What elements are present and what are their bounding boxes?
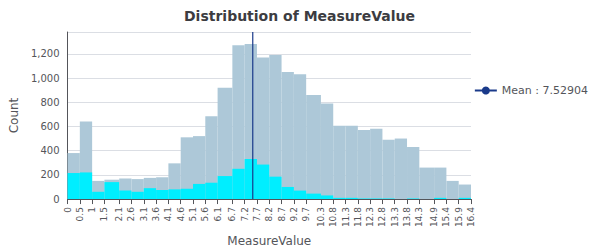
svg-text:5.6: 5.6 [200, 207, 210, 222]
svg-text:9.7: 9.7 [301, 207, 311, 221]
svg-text:13.8: 13.8 [402, 207, 412, 227]
svg-text:800: 800 [40, 97, 59, 108]
svg-text:3.1: 3.1 [139, 207, 149, 221]
svg-text:5.1: 5.1 [188, 207, 198, 221]
svg-text:4.6: 4.6 [176, 207, 186, 222]
svg-text:6.1: 6.1 [213, 207, 223, 221]
svg-text:Distribution of MeasureValue: Distribution of MeasureValue [184, 8, 415, 24]
svg-text:0: 0 [63, 207, 73, 213]
svg-text:15.9: 15.9 [454, 207, 464, 227]
svg-text:0: 0 [53, 194, 59, 205]
svg-text:10.8: 10.8 [328, 207, 338, 227]
svg-text:4.1: 4.1 [163, 207, 173, 221]
svg-text:2.1: 2.1 [114, 207, 124, 221]
svg-text:Count: Count [7, 97, 21, 133]
svg-text:11.8: 11.8 [353, 207, 363, 227]
svg-text:0.5: 0.5 [75, 207, 85, 221]
svg-text:200: 200 [40, 169, 59, 180]
svg-text:2.6: 2.6 [126, 207, 136, 222]
svg-text:14.3: 14.3 [414, 207, 424, 227]
svg-text:10.3: 10.3 [316, 207, 326, 227]
svg-text:7.2: 7.2 [240, 207, 250, 221]
svg-text:6.7: 6.7 [227, 207, 237, 221]
svg-text:12.3: 12.3 [365, 207, 375, 227]
svg-text:16.4: 16.4 [466, 207, 476, 227]
svg-text:7.7: 7.7 [252, 207, 262, 221]
svg-text:3.6: 3.6 [151, 207, 161, 222]
svg-text:1.5: 1.5 [99, 207, 109, 221]
svg-text:Mean : 7.52904: Mean : 7.52904 [502, 84, 588, 97]
svg-text:14.9: 14.9 [429, 207, 439, 227]
svg-text:8.7: 8.7 [277, 207, 287, 221]
svg-text:1: 1 [87, 207, 97, 213]
svg-text:11.3: 11.3 [341, 207, 351, 227]
svg-text:1,200: 1,200 [31, 48, 60, 59]
svg-text:9.2: 9.2 [289, 207, 299, 221]
svg-text:15.4: 15.4 [441, 207, 451, 227]
svg-text:13.3: 13.3 [390, 207, 400, 227]
svg-text:400: 400 [40, 145, 59, 156]
svg-text:8.2: 8.2 [264, 207, 274, 221]
svg-text:MeasureValue: MeasureValue [227, 234, 311, 248]
svg-text:1,000: 1,000 [31, 73, 60, 84]
svg-text:600: 600 [40, 121, 59, 132]
svg-text:12.8: 12.8 [377, 207, 387, 227]
